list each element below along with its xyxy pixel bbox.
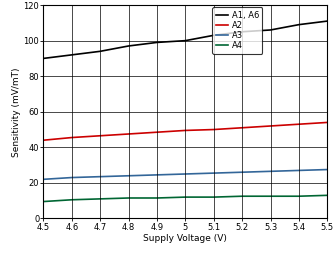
X-axis label: Supply Voltage (V): Supply Voltage (V)	[143, 234, 227, 243]
A4	[183, 196, 187, 199]
A3	[70, 176, 74, 179]
A4	[212, 196, 216, 199]
A4	[325, 194, 329, 197]
A4	[98, 197, 102, 200]
A1, A6	[70, 53, 74, 56]
A3	[183, 172, 187, 176]
A1, A6	[212, 34, 216, 37]
A4	[269, 195, 273, 198]
Line: A2: A2	[43, 122, 327, 140]
A1, A6	[240, 30, 244, 33]
A1, A6	[297, 23, 301, 26]
A1, A6	[41, 57, 45, 60]
A2	[98, 134, 102, 137]
A3	[297, 169, 301, 172]
A2	[127, 133, 131, 136]
A4	[70, 198, 74, 201]
A3	[269, 170, 273, 173]
A3	[325, 168, 329, 171]
A3	[41, 178, 45, 181]
A2	[212, 128, 216, 131]
A4	[41, 200, 45, 203]
Y-axis label: Sensitivity (mV/mT): Sensitivity (mV/mT)	[12, 67, 21, 156]
A1, A6	[325, 20, 329, 23]
A1, A6	[183, 39, 187, 42]
A2	[297, 123, 301, 126]
A4	[240, 195, 244, 198]
A1, A6	[155, 41, 159, 44]
A3	[240, 171, 244, 174]
A2	[183, 129, 187, 132]
A3	[155, 173, 159, 176]
A4	[297, 195, 301, 198]
A1, A6	[269, 28, 273, 31]
A3	[127, 174, 131, 177]
A2	[240, 126, 244, 129]
Line: A3: A3	[43, 170, 327, 179]
A4	[155, 197, 159, 200]
A3	[212, 172, 216, 175]
A2	[70, 136, 74, 139]
A3	[98, 175, 102, 178]
A1, A6	[127, 44, 131, 47]
A2	[269, 124, 273, 128]
Line: A4: A4	[43, 195, 327, 202]
A4	[127, 197, 131, 200]
A1, A6	[98, 50, 102, 53]
Legend: A1, A6, A2, A3, A4: A1, A6, A2, A3, A4	[212, 7, 262, 54]
A2	[41, 139, 45, 142]
A2	[325, 121, 329, 124]
Line: A1, A6: A1, A6	[43, 21, 327, 58]
A2	[155, 131, 159, 134]
